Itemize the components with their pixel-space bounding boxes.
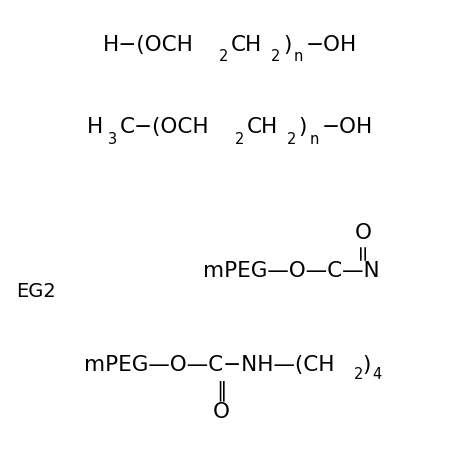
Text: O: O	[355, 223, 371, 243]
Text: ∥: ∥	[216, 380, 227, 401]
Text: 3: 3	[108, 132, 117, 146]
Text: 2: 2	[287, 132, 296, 146]
Text: H: H	[87, 118, 103, 137]
Text: ): )	[283, 35, 292, 55]
Text: CH: CH	[231, 35, 262, 55]
Text: ): )	[299, 118, 307, 137]
Text: O: O	[213, 402, 230, 422]
Text: EG2: EG2	[17, 283, 56, 301]
Text: −OH: −OH	[306, 35, 357, 55]
Text: mPEG—O—C—N: mPEG—O—C—N	[203, 261, 380, 281]
Text: n: n	[310, 132, 319, 146]
Text: =: =	[353, 242, 373, 260]
Text: ): )	[362, 356, 371, 375]
Text: 2: 2	[271, 49, 281, 64]
Text: 2: 2	[235, 132, 244, 146]
Text: 2: 2	[354, 367, 363, 383]
Text: −OH: −OH	[321, 118, 373, 137]
Text: n: n	[294, 49, 303, 64]
Text: mPEG—O—C−NH—(CH: mPEG—O—C−NH—(CH	[84, 356, 334, 375]
Text: 4: 4	[372, 367, 382, 383]
Text: CH: CH	[246, 118, 278, 137]
Text: C−(OCH: C−(OCH	[119, 118, 209, 137]
Text: H−(OCH: H−(OCH	[102, 35, 193, 55]
Text: 2: 2	[219, 49, 228, 64]
